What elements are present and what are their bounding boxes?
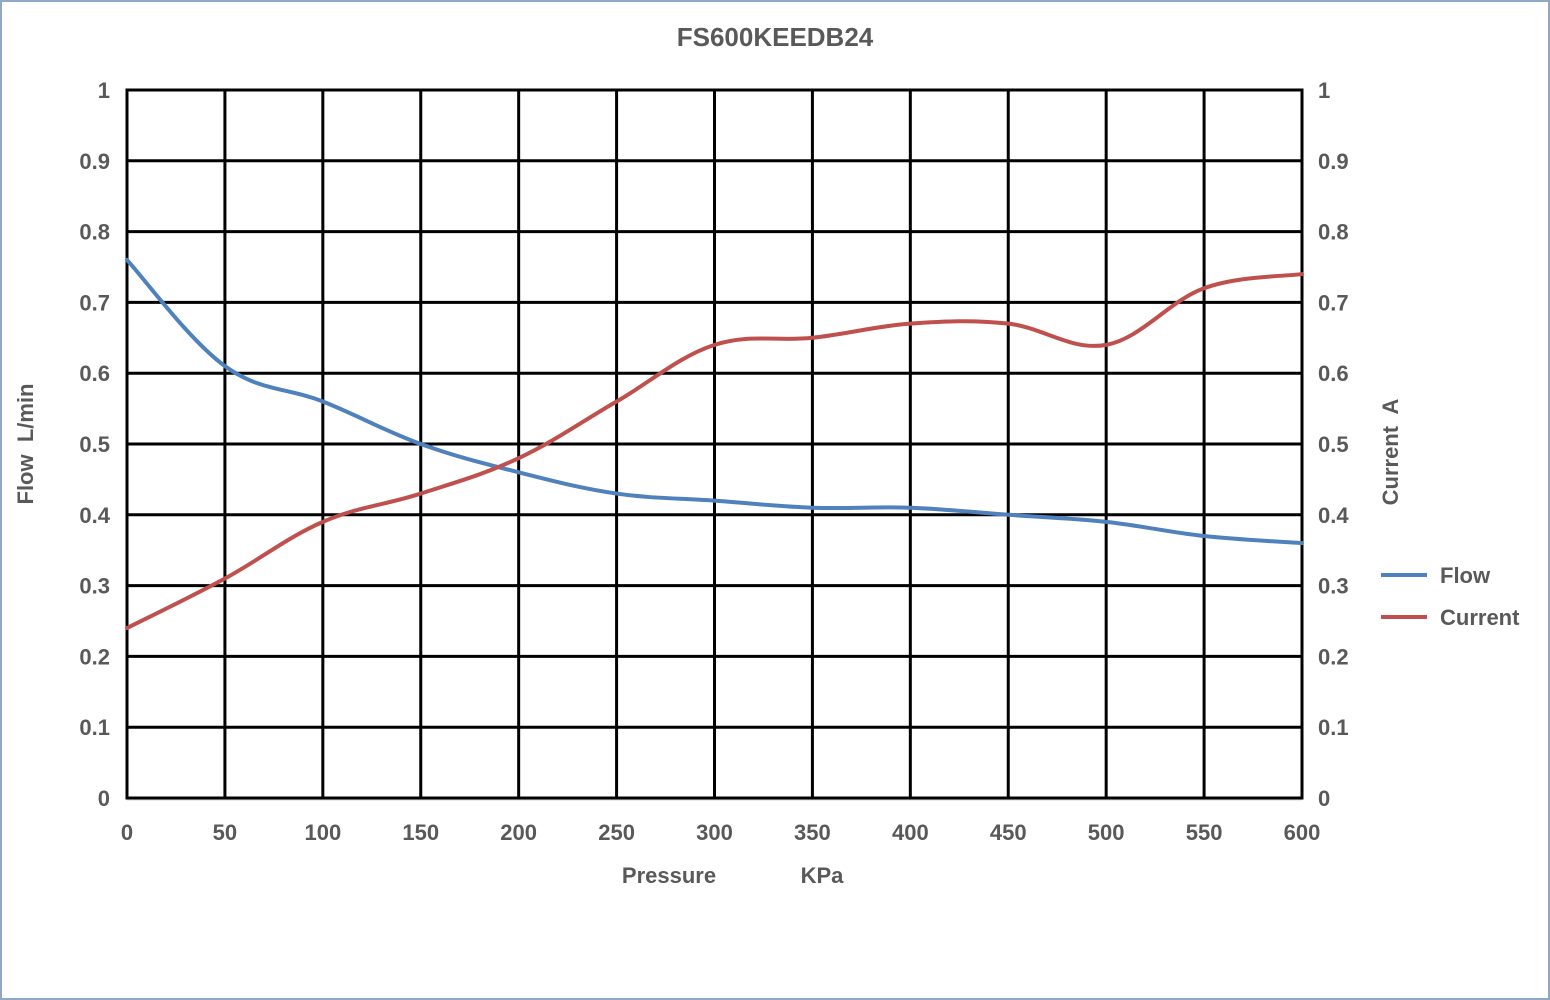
- x-tick-label: 550: [1186, 820, 1223, 845]
- y2-tick-label: 0.4: [1318, 503, 1349, 528]
- x-axis-unit: KPa: [801, 863, 845, 888]
- x-tick-label: 150: [402, 820, 439, 845]
- x-axis-ticks: 0 50 100 150 200 250 300 350 400 450 500 550 600: [121, 820, 1320, 845]
- x-tick-label: 50: [213, 820, 237, 845]
- y2-tick-label: 0.6: [1318, 361, 1349, 386]
- x-tick-label: 350: [794, 820, 831, 845]
- legend-label-current: Current: [1440, 605, 1520, 630]
- legend: Flow Current: [1381, 563, 1520, 630]
- y2-tick-label: 0.2: [1318, 644, 1349, 669]
- y2-tick-label: 0.1: [1318, 715, 1349, 740]
- y2-tick-label: 0.8: [1318, 220, 1349, 245]
- y-tick-label: 0.8: [79, 220, 110, 245]
- x-tick-label: 500: [1088, 820, 1125, 845]
- series-layer: [125, 257, 1304, 631]
- x-tick-label: 100: [304, 820, 341, 845]
- x-tick-label: 0: [121, 820, 133, 845]
- y-tick-label: 0.3: [79, 574, 110, 599]
- x-tick-label: 300: [696, 820, 733, 845]
- y-tick-label: 0.6: [79, 361, 110, 386]
- plot-area-border: [125, 88, 1304, 800]
- y-axis-ticks: 0 0.1 0.2 0.3 0.4 0.5 0.6 0.7 0.8 0.9 1: [79, 78, 110, 811]
- y2-tick-label: 1: [1318, 78, 1330, 103]
- y2-tick-label: 0.3: [1318, 574, 1349, 599]
- y-tick-label: 0.7: [79, 290, 110, 315]
- y-tick-label: 0.9: [79, 149, 110, 174]
- y2-tick-label: 0.9: [1318, 149, 1349, 174]
- legend-label-flow: Flow: [1440, 563, 1491, 588]
- chart-grid: [125, 88, 1304, 801]
- x-tick-label: 600: [1284, 820, 1321, 845]
- chart-title: FS600KEEDB24: [677, 22, 874, 52]
- y2-axis-title: Current A: [1378, 399, 1403, 506]
- y-tick-label: 0.4: [79, 503, 110, 528]
- y-tick-label: 0: [98, 786, 110, 811]
- y2-axis-ticks: 0 0.1 0.2 0.3 0.4 0.5 0.6 0.7 0.8 0.9 1: [1318, 78, 1349, 811]
- x-axis-title: Pressure: [622, 863, 716, 888]
- y2-tick-label: 0.7: [1318, 290, 1349, 315]
- x-tick-label: 200: [500, 820, 537, 845]
- y-axis-title: Flow L/min: [13, 384, 38, 505]
- x-tick-label: 250: [598, 820, 635, 845]
- y-tick-label: 0.2: [79, 644, 110, 669]
- y-tick-label: 1: [98, 78, 110, 103]
- y-tick-label: 0.1: [79, 715, 110, 740]
- series-line-flow: [125, 257, 1304, 546]
- y2-tick-label: 0.5: [1318, 432, 1349, 457]
- x-tick-label: 400: [892, 820, 929, 845]
- x-tick-label: 450: [990, 820, 1027, 845]
- y2-tick-label: 0: [1318, 786, 1330, 811]
- y-tick-label: 0.5: [79, 432, 110, 457]
